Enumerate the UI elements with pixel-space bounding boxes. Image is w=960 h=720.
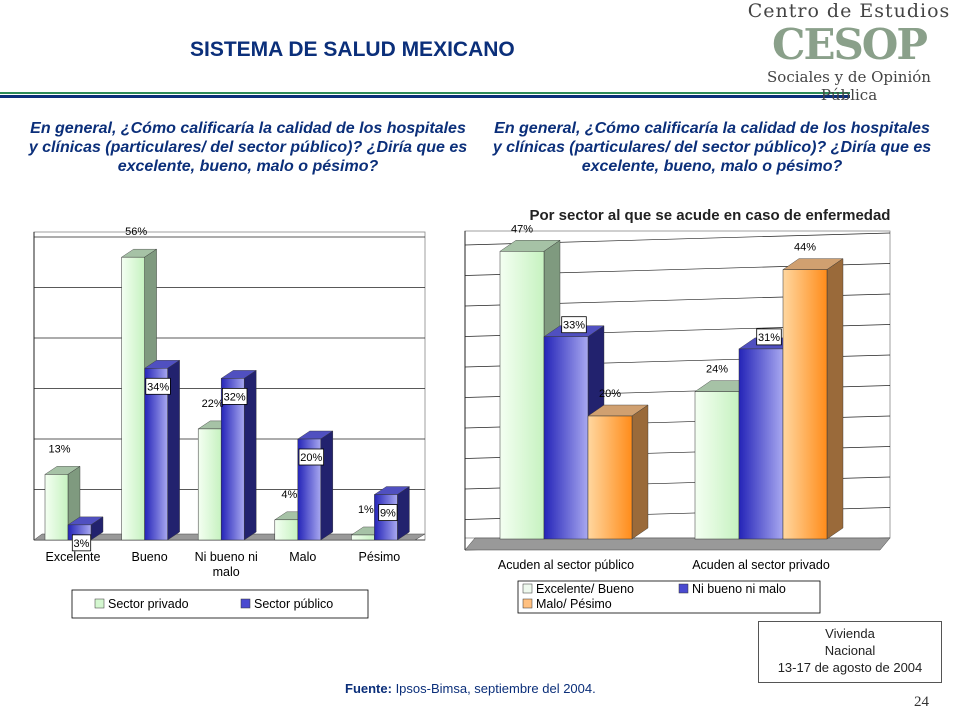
right-bar-2-side (826, 258, 844, 540)
right-legend-swatch-0 (522, 583, 533, 594)
right-legend-label-0: Excelente/ Bueno (536, 582, 634, 596)
right-bar-0 (499, 251, 545, 540)
left-x-tick-label: Ni bueno ni (195, 550, 258, 564)
right-question: En general, ¿Cómo calificaría la calidad… (492, 120, 932, 175)
left-x-tick-label: Bueno (132, 550, 168, 564)
logo-mark: CESOP (772, 20, 928, 69)
left-label-publico: 9% (380, 508, 396, 520)
left-label-publico-box (221, 387, 248, 405)
right-label-1-box (561, 316, 587, 334)
right-chart-subtitle: Por sector al que se acude en caso de en… (529, 207, 891, 224)
info-line-2: Nacional (824, 643, 876, 658)
right-label-0: 24% (706, 364, 728, 376)
right-label-1-box (756, 328, 782, 346)
logo-line3: Sociales y de Opinión Pública (767, 68, 931, 104)
right-legend-swatch-1 (678, 583, 689, 594)
source-note: Fuente: Ipsos-Bimsa, septiembre del 2004… (345, 681, 596, 696)
left-label-publico-box (378, 504, 398, 521)
right-x-tick-label: Acuden al sector público (498, 558, 634, 572)
left-label-publico-box (298, 448, 325, 466)
left-x-tick-label: Malo (289, 550, 316, 564)
left-label-publico-box (71, 534, 92, 552)
left-label-privado: 13% (48, 443, 70, 455)
right-label-1: 33% (563, 320, 585, 332)
right-label-0: 47% (511, 225, 533, 235)
right-legend (517, 580, 821, 614)
left-label-publico-box (145, 377, 171, 395)
right-x-tick-label: Acuden al sector privado (692, 558, 830, 572)
left-legend-label-publico: Sector público (254, 597, 333, 611)
left-legend (71, 589, 369, 619)
left-legend-swatch-privado (94, 598, 105, 609)
page-number: 24 (914, 694, 929, 710)
left-label-privado: 56% (125, 226, 147, 238)
left-label-privado: 4% (281, 489, 297, 501)
left-bar-privado (197, 428, 222, 541)
header-rule-green (0, 92, 850, 94)
left-bar-privado (121, 256, 145, 541)
left-legend-swatch-publico (240, 598, 251, 609)
page-title: SISTEMA DE SALUD MEXICANO (190, 38, 515, 61)
left-x-tick-label: malo (213, 565, 240, 579)
survey-info-box: Vivienda Nacional 13-17 de agosto de 200… (758, 621, 942, 683)
right-floor (464, 537, 891, 551)
left-label-privado: 1% (358, 504, 374, 516)
left-bar-publico (220, 378, 245, 541)
right-legend-swatch-2 (522, 598, 533, 609)
right-label-2: 44% (794, 242, 816, 254)
left-x-tick-label: Excelente (46, 550, 101, 564)
source-text: Ipsos-Bimsa, septiembre del 2004. (391, 681, 596, 696)
right-bar-0 (694, 391, 740, 540)
source-label: Fuente: (345, 681, 392, 696)
left-label-publico: 20% (300, 452, 322, 464)
left-bar-chart: 13% 3%Excelente 56% 34% Bueno 22%32% Ni bueno … (33, 226, 426, 619)
left-legend-label-privado: Sector privado (108, 597, 189, 611)
right-legend-label-2: Malo/ Pésimo (536, 597, 612, 611)
right-bar-2 (587, 415, 633, 540)
right-bar-2 (782, 269, 828, 540)
left-bar-privado (274, 519, 299, 541)
left-bar-publico (144, 368, 168, 541)
right-bar-1 (543, 336, 589, 540)
left-bar-publico-side (397, 486, 410, 541)
right-label-2: 20% (599, 388, 621, 400)
right-bar-chart: 47% 33% 20% Acuden al sector público 24% 31% 4… (464, 225, 891, 614)
left-question: En general, ¿Cómo calificaría la calidad… (28, 120, 468, 175)
header-rule-blue (0, 95, 850, 98)
right-bar-2-side (631, 404, 649, 540)
right-legend-label-1: Ni bueno ni malo (692, 582, 786, 596)
left-label-publico: 3% (74, 538, 90, 550)
info-line-3: 13-17 de agosto de 2004 (777, 660, 923, 675)
left-bar-privado (44, 474, 69, 541)
right-label-1: 31% (758, 332, 780, 344)
left-label-privado: 22% (202, 398, 224, 410)
left-label-publico: 34% (147, 381, 169, 393)
info-line-1: Vivienda (825, 626, 875, 641)
cesop-logo: Centro de Estudios CESOP Sociales y de O… (738, 0, 960, 104)
left-label-publico: 32% (224, 391, 246, 403)
right-bar-1 (738, 348, 784, 540)
left-x-tick-label: Pésimo (359, 550, 401, 564)
left-bar-privado (351, 534, 375, 541)
left-bar-publico-side (320, 430, 333, 541)
logo-line1: Centro de Estudios (747, 0, 951, 22)
